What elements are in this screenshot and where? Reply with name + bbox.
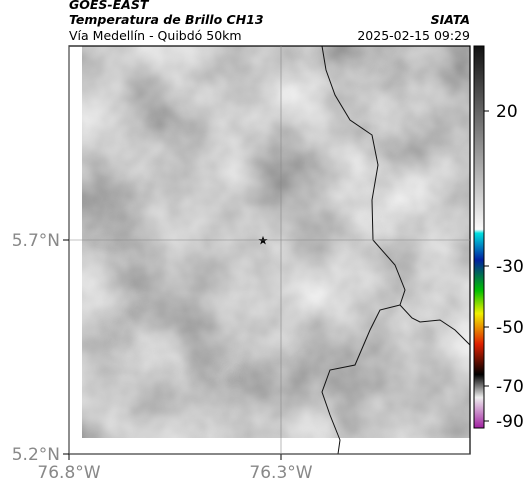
route: Vía Medellín - Quibdó 50km	[69, 28, 242, 43]
timestamp: 2025-02-15 09:29	[357, 28, 470, 43]
subtitle: Temperatura de Brillo CH13	[69, 12, 264, 27]
lat-tick-label: 5.2°N	[12, 445, 60, 465]
colorbar-label: -30	[496, 257, 524, 277]
colorbar	[473, 45, 485, 429]
location-star: ★	[258, 234, 269, 248]
colorbar-label: 20	[496, 102, 518, 122]
lat-tick-label: 5.7°N	[12, 231, 60, 251]
source: SIATA	[431, 12, 470, 27]
lon-tick-label: 76.8°W	[37, 463, 100, 483]
title: GOES-EAST	[69, 0, 150, 12]
lon-tick-label: 76.3°W	[249, 463, 312, 483]
satellite-image	[69, 46, 470, 454]
colorbar-label: -70	[496, 377, 524, 397]
colorbar-label: -50	[496, 318, 524, 338]
colorbar-label: -90	[496, 412, 524, 432]
